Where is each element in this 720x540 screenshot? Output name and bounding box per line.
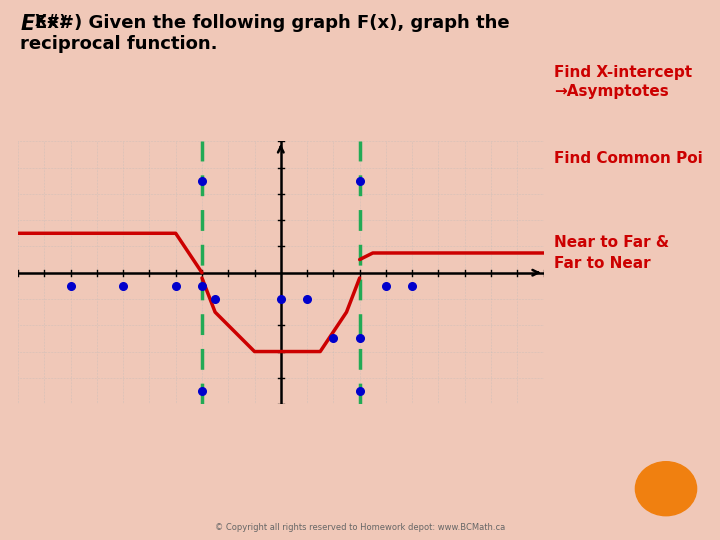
Text: Find Common Points: Find Common Points — [554, 151, 720, 166]
Text: Find X-intercept: Find X-intercept — [554, 65, 693, 80]
Text: © Copyright all rights reserved to Homework depot: www.BCMath.ca: © Copyright all rights reserved to Homew… — [215, 523, 505, 532]
Text: reciprocal function.: reciprocal function. — [20, 35, 217, 53]
Text: X#): X#) — [35, 14, 71, 29]
Text: Far to Near: Far to Near — [554, 256, 651, 272]
Text: Near to Far &: Near to Far & — [554, 235, 670, 250]
Text: →Asymptotes: →Asymptotes — [554, 84, 669, 99]
Text: E: E — [20, 14, 35, 33]
Text: Ex#) Given the following graph F(x), graph the: Ex#) Given the following graph F(x), gra… — [35, 14, 509, 31]
